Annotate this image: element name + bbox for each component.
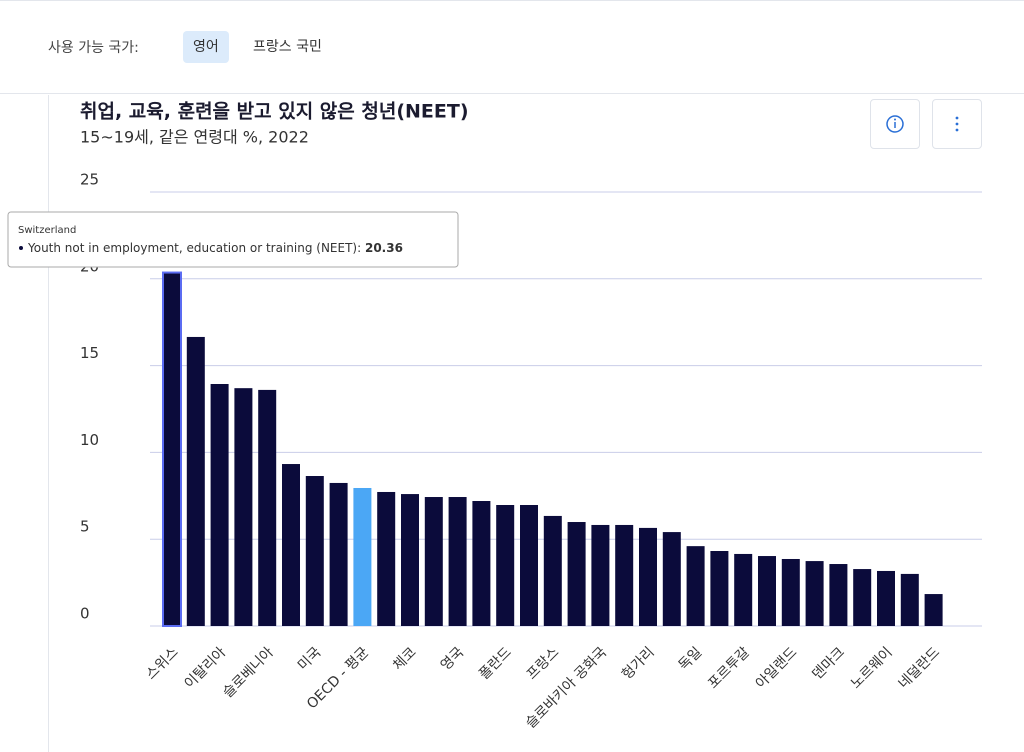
y-tick-label: 10 [80,431,99,449]
bar [781,558,800,626]
x-tick-label: 이탈리아 [182,644,230,692]
tooltip-value: 20.36 [365,241,403,255]
info-button[interactable] [870,99,920,149]
menu-button[interactable] [932,99,982,149]
x-tick-label: 포르투갈 [705,644,753,692]
bar [210,384,229,626]
chart-card [48,95,1024,752]
bar [734,553,753,626]
bar [353,487,372,626]
bar [924,594,943,626]
bar [662,532,681,626]
bar [615,524,634,626]
bar [496,505,515,626]
x-tick-label: 아일랜드 [753,644,801,692]
bar [543,515,562,626]
tooltip-title: Switzerland [18,225,76,236]
chart-subtitle: 15~19세, 같은 연령대 %, 2022 [80,128,309,147]
x-tick-label: 스위스 [143,644,182,683]
info-icon [886,115,904,133]
tooltip: Switzerland Youth not in employment, edu… [7,211,459,268]
tooltip-box [7,211,459,268]
x-tick-label: 프랑스 [524,644,563,683]
y-tick-label: 0 [80,605,90,623]
tooltip-bullet [19,246,23,250]
bar [162,271,182,627]
bar [329,482,348,626]
y-tick-label: 25 [80,171,99,189]
x-tick-label: 덴마크 [809,644,848,683]
bar [567,522,586,626]
tooltip-text: Youth not in employment, education or tr… [27,241,403,255]
x-tick-label: 노르웨이 [848,644,896,692]
bar [829,564,848,626]
menu-icon [955,116,959,132]
bar [186,336,205,626]
x-tick-label: 독일 [676,644,706,674]
bar [305,476,324,626]
language-bar: 사용 가능 국가: 영어 프랑스 국민 [0,0,1024,94]
language-tab[interactable]: 영어 [183,31,229,63]
bar [710,551,729,626]
bar [258,389,277,626]
x-tick-label: 영국 [438,644,468,674]
bar [282,464,300,626]
language-label: 사용 가능 국가: [48,40,139,56]
x-tick-label: 폴란드 [476,644,515,683]
bar [448,497,467,626]
bar [424,497,443,626]
bar [591,524,610,626]
chart-title: 취업, 교육, 훈련을 받고 있지 않은 청년(NEET) [80,100,469,123]
x-tick-label: 헝가리 [619,644,658,683]
bar [401,494,419,626]
bar [853,569,872,626]
bar [520,505,538,626]
x-tick-label: 슬로바키아 공화국 [523,644,610,731]
bar [686,546,705,626]
bar [900,573,919,626]
y-tick-label: 15 [80,344,99,362]
y-tick-label: 5 [80,518,90,536]
x-tick-label: 미국 [295,644,325,674]
x-tick-label: 슬로베니아 [220,644,277,701]
x-tick-label: 네덜란드 [896,644,944,692]
bar [805,561,824,626]
bar [377,491,396,626]
language-tab[interactable]: 프랑스 국민 [253,39,322,55]
x-tick-label: 체코 [390,644,420,674]
bar [472,501,491,626]
bar [639,527,657,626]
tooltip-label: Youth not in employment, education or tr… [27,241,361,255]
bar [234,388,253,626]
bar [877,570,895,626]
bar [758,556,776,626]
